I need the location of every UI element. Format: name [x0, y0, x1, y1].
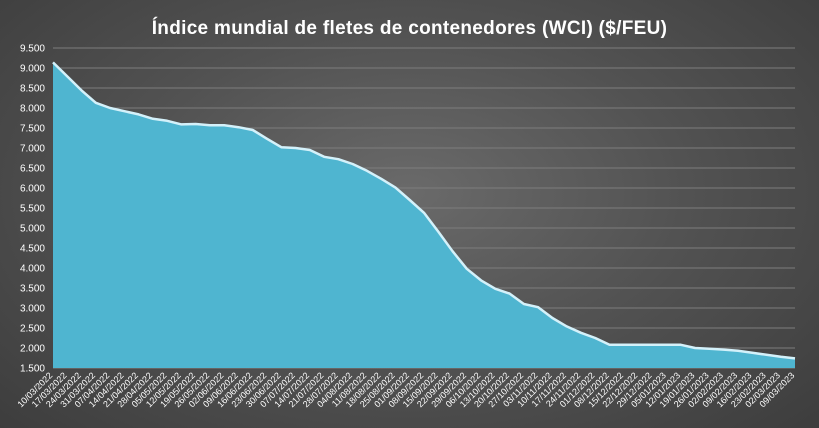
data-point — [764, 353, 768, 357]
data-point — [465, 267, 469, 271]
data-point — [165, 119, 169, 123]
data-point — [80, 88, 84, 92]
chart-title: Índice mundial de fletes de contenedores… — [151, 18, 668, 39]
data-point — [408, 198, 412, 202]
data-point — [608, 343, 612, 347]
data-point — [436, 230, 440, 234]
data-point — [722, 348, 726, 352]
data-point — [622, 343, 626, 347]
data-point — [308, 148, 312, 152]
data-point — [522, 302, 526, 306]
y-tick-label: 6.500 — [20, 164, 45, 175]
y-tick-label: 5.000 — [20, 224, 45, 235]
data-point — [593, 336, 597, 340]
data-point — [508, 292, 512, 296]
y-tick-label: 2.000 — [20, 344, 45, 355]
y-tick-label: 7.000 — [20, 144, 45, 155]
data-point — [550, 316, 554, 320]
data-point — [51, 60, 55, 64]
data-point — [451, 249, 455, 253]
data-point — [351, 162, 355, 166]
data-point — [322, 155, 326, 159]
data-point — [151, 117, 155, 121]
data-point — [251, 128, 255, 132]
data-point — [493, 287, 497, 291]
data-point — [237, 125, 241, 129]
y-tick-label: 8.000 — [20, 104, 45, 115]
y-tick-label: 3.000 — [20, 304, 45, 315]
data-point — [665, 343, 669, 347]
data-point — [365, 169, 369, 173]
y-tick-label: 5.500 — [20, 204, 45, 215]
y-tick-label: 8.500 — [20, 84, 45, 95]
data-point — [479, 278, 483, 282]
area-series-line — [52, 61, 796, 360]
data-point — [379, 177, 383, 181]
data-point — [194, 122, 198, 126]
y-tick-label: 2.500 — [20, 324, 45, 335]
data-point — [793, 356, 797, 360]
y-tick-label: 3.500 — [20, 284, 45, 295]
y-tick-label: 7.500 — [20, 124, 45, 135]
data-point — [122, 109, 126, 113]
data-point — [707, 347, 711, 351]
data-point — [393, 186, 397, 190]
data-point — [279, 145, 283, 149]
data-point — [294, 146, 298, 150]
data-point — [579, 331, 583, 335]
data-point — [94, 101, 98, 105]
data-point — [679, 343, 683, 347]
data-point — [65, 74, 69, 78]
y-tick-label: 9.000 — [20, 64, 45, 75]
data-point — [650, 343, 654, 347]
data-point — [336, 157, 340, 161]
data-point — [779, 355, 783, 359]
data-point — [736, 349, 740, 353]
data-point — [565, 324, 569, 328]
data-point — [208, 123, 212, 127]
data-point — [108, 106, 112, 110]
data-point — [422, 211, 426, 215]
data-point — [265, 137, 269, 141]
data-point — [222, 123, 226, 127]
y-tick-label: 4.500 — [20, 244, 45, 255]
data-point — [179, 122, 183, 126]
area-series-fill — [53, 62, 795, 369]
data-point — [693, 346, 697, 350]
data-point — [536, 305, 540, 309]
data-point — [636, 343, 640, 347]
y-tick-label: 9.500 — [20, 44, 45, 55]
y-tick-label: 6.000 — [20, 184, 45, 195]
y-tick-label: 4.000 — [20, 264, 45, 275]
y-tick-label: 1.500 — [20, 364, 45, 375]
data-point — [750, 351, 754, 355]
data-point — [137, 112, 141, 116]
